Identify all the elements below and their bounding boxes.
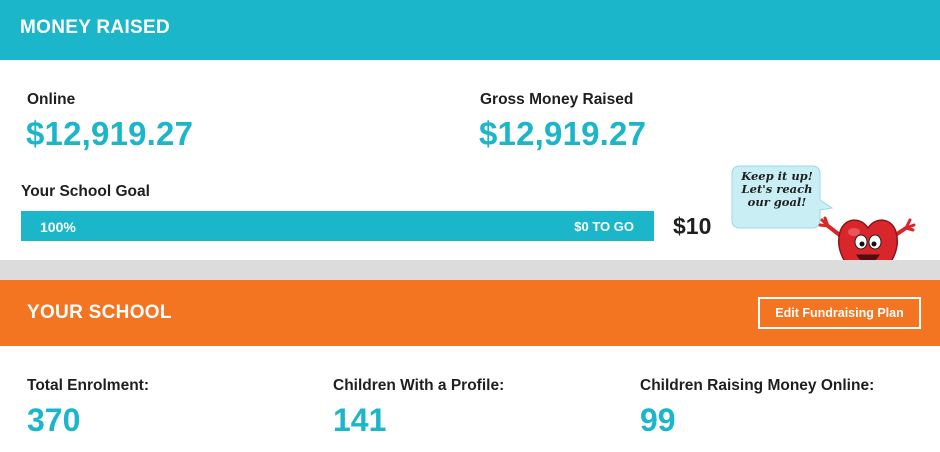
your-school-header: YOUR SCHOOL Edit Fundraising Plan [0, 280, 940, 346]
mascot-speech-line3: our goal! [747, 195, 807, 209]
goal-amount: $10 [673, 213, 712, 239]
goal-progress-fill [21, 211, 654, 241]
money-raised-panel: Online $12,919.27 Gross Money Raised $12… [0, 60, 940, 309]
children-with-profile-value: 141 [333, 402, 387, 438]
children-with-profile-label: Children With a Profile: [333, 377, 505, 394]
your-school-title: YOUR SCHOOL [27, 302, 172, 323]
gross-money-label: Gross Money Raised [480, 91, 634, 108]
children-raising-online-value: 99 [640, 402, 676, 438]
goal-to-go: $0 TO GO [574, 219, 634, 234]
gross-money-amount: $12,919.27 [479, 115, 647, 152]
mascot-speech-text: Keep it up! Let's reach our goal! [734, 170, 820, 209]
section-divider [0, 260, 940, 280]
goal-progress-bar: 100% $0 TO GO [21, 211, 654, 241]
edit-fundraising-plan-button[interactable]: Edit Fundraising Plan [758, 297, 921, 329]
mascot-speech-line2: Let's reach [741, 182, 813, 196]
school-goal-label: Your School Goal [21, 183, 150, 200]
your-school-panel: Total Enrolment: 370 Children With a Pro… [0, 346, 940, 452]
children-raising-online-label: Children Raising Money Online: [640, 377, 875, 394]
money-raised-header: MONEY RAISED [0, 0, 940, 60]
online-amount: $12,919.27 [26, 115, 194, 152]
online-label: Online [27, 91, 76, 108]
total-enrolment-label: Total Enrolment: [27, 377, 149, 394]
goal-progress-percent: 100% [40, 219, 76, 235]
money-raised-title: MONEY RAISED [20, 17, 170, 38]
total-enrolment-value: 370 [27, 402, 81, 438]
mascot-speech-line1: Keep it up! [741, 169, 813, 183]
speech-bubble-icon [731, 165, 834, 229]
